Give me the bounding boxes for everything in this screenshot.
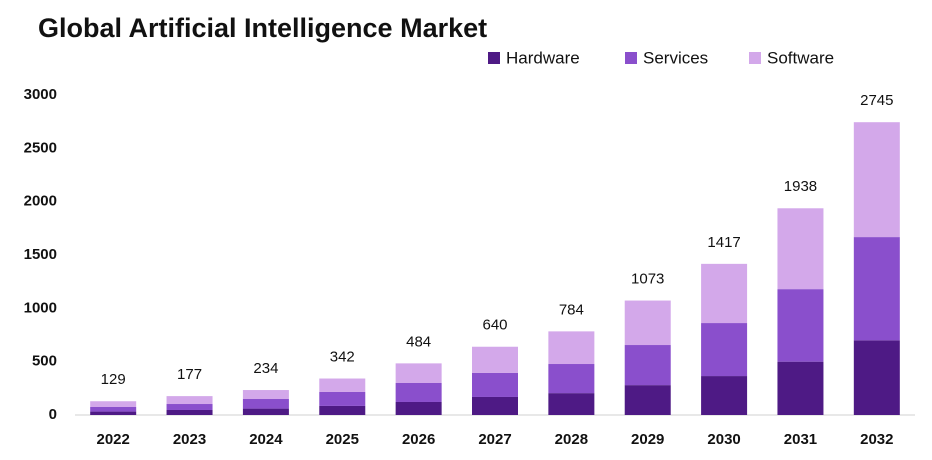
- legend-swatch: [488, 52, 500, 64]
- total-label: 1938: [784, 178, 817, 195]
- bar-segment: [90, 401, 137, 407]
- bar-segment: [548, 364, 595, 394]
- bar-segment: [90, 407, 137, 412]
- bar-segment: [472, 372, 518, 397]
- bar-segment: [166, 409, 213, 415]
- bar-segment: [853, 237, 900, 341]
- total-label: 2745: [860, 92, 893, 109]
- bar-segment: [853, 122, 900, 238]
- bar-segment: [853, 340, 900, 415]
- x-tick-label: 2032: [860, 431, 893, 448]
- bar-segment: [701, 323, 748, 377]
- bar-segment: [90, 411, 137, 415]
- x-tick-label: 2027: [478, 431, 511, 448]
- legend-label: Hardware: [506, 48, 580, 67]
- bar-segment: [395, 363, 442, 383]
- bar-segment: [242, 390, 289, 399]
- bar-segment: [395, 383, 442, 402]
- x-tick-label: 2031: [784, 431, 817, 448]
- x-tick-label: 2024: [249, 431, 283, 448]
- chart-title: Global Artificial Intelligence Market: [38, 13, 487, 43]
- total-label: 1073: [631, 271, 664, 288]
- x-tick-label: 2028: [555, 431, 588, 448]
- x-tick-label: 2025: [326, 431, 359, 448]
- bar-segment: [472, 346, 518, 373]
- y-tick-label: 2500: [24, 139, 57, 156]
- bar-segment: [166, 396, 213, 405]
- bar-segment: [624, 300, 671, 346]
- bar-segment: [319, 378, 366, 392]
- bar-segment: [242, 408, 289, 415]
- y-tick-label: 1500: [24, 246, 57, 263]
- legend-swatch: [625, 52, 637, 64]
- bar-segment: [701, 376, 748, 415]
- total-label: 784: [559, 301, 584, 318]
- x-tick-label: 2029: [631, 431, 664, 448]
- legend-swatch: [749, 52, 761, 64]
- y-tick-label: 3000: [24, 86, 57, 103]
- bar-segment: [548, 393, 595, 415]
- bar-segment: [777, 208, 824, 290]
- legend-label: Software: [767, 48, 834, 67]
- bar-segment: [548, 331, 595, 365]
- bar-segment: [624, 345, 671, 386]
- bar-segment: [472, 396, 518, 415]
- bar-segment: [624, 385, 671, 415]
- legend-label: Services: [643, 48, 708, 67]
- bar-segment: [701, 263, 748, 324]
- y-tick-label: 2000: [24, 193, 57, 210]
- y-tick-label: 1000: [24, 299, 57, 316]
- bar-segment: [777, 289, 824, 362]
- x-tick-label: 2023: [173, 431, 206, 448]
- bar-segment: [319, 405, 366, 415]
- y-tick-label: 500: [32, 353, 57, 370]
- total-label: 484: [406, 333, 431, 350]
- x-tick-label: 2026: [402, 431, 435, 448]
- total-label: 640: [482, 317, 507, 334]
- x-tick-label: 2022: [96, 431, 129, 448]
- x-tick-label: 2030: [707, 431, 740, 448]
- total-label: 177: [177, 366, 202, 383]
- bar-segment: [395, 401, 442, 415]
- bar-segment: [242, 399, 289, 409]
- bar-segment: [777, 361, 824, 415]
- total-label: 1417: [707, 234, 740, 251]
- total-label: 129: [101, 371, 126, 388]
- bar-segment: [166, 404, 213, 410]
- y-tick-label: 0: [49, 406, 57, 423]
- bar-segment: [319, 391, 366, 406]
- total-label: 234: [253, 360, 278, 377]
- total-label: 342: [330, 348, 355, 365]
